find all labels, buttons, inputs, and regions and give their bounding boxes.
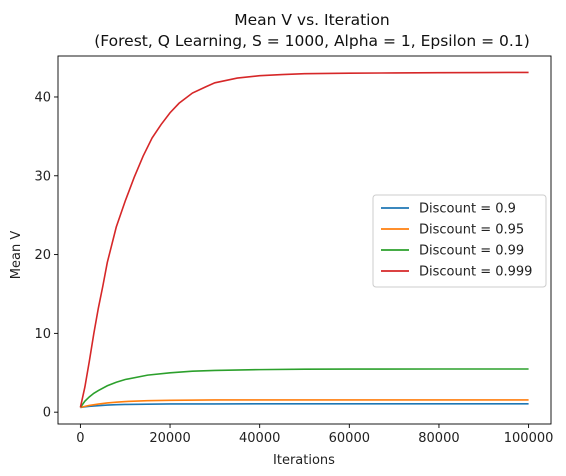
- x-axis-label: Iterations: [273, 453, 335, 468]
- y-tick-label-1: 10: [34, 327, 51, 342]
- y-tick-label-0: 0: [43, 406, 51, 421]
- x-tick-label-3: 60000: [329, 431, 370, 446]
- x-tick-label-1: 20000: [149, 431, 190, 446]
- y-tick-label-4: 40: [34, 90, 51, 105]
- legend-label-3: Discount = 0.999: [419, 265, 532, 280]
- x-tick-label-4: 80000: [418, 431, 459, 446]
- series-line-2: [79, 368, 529, 408]
- legend-box: [372, 194, 547, 288]
- x-tick-label-0: 0: [76, 431, 84, 446]
- y-tick-label-3: 30: [34, 169, 51, 184]
- series-line-1: [80, 399, 529, 409]
- x-tick-label-2: 40000: [239, 431, 280, 446]
- plot-frame: [57, 55, 552, 425]
- chart-title: Mean V vs. Iteration: [234, 11, 390, 29]
- legend: Discount = 0.9 Discount = 0.95 Discount = …: [372, 194, 547, 288]
- legend-label-1: Discount = 0.95: [419, 223, 524, 238]
- plot-layer: 0 20000 40000 60000 80000 100000 0 10 20 30 40: [34, 55, 554, 446]
- chart-subtitle: (Forest, Q Learning, S = 1000, Alpha = 1…: [94, 32, 530, 50]
- legend-label-2: Discount = 0.99: [419, 244, 524, 259]
- y-axis-label: Mean V: [9, 231, 24, 280]
- series-line-0: [80, 403, 529, 409]
- series-line-3: [79, 71, 529, 408]
- y-tick-label-2: 20: [34, 248, 51, 263]
- x-tick-label-5: 100000: [504, 431, 554, 446]
- legend-label-0: Discount = 0.9: [419, 202, 516, 217]
